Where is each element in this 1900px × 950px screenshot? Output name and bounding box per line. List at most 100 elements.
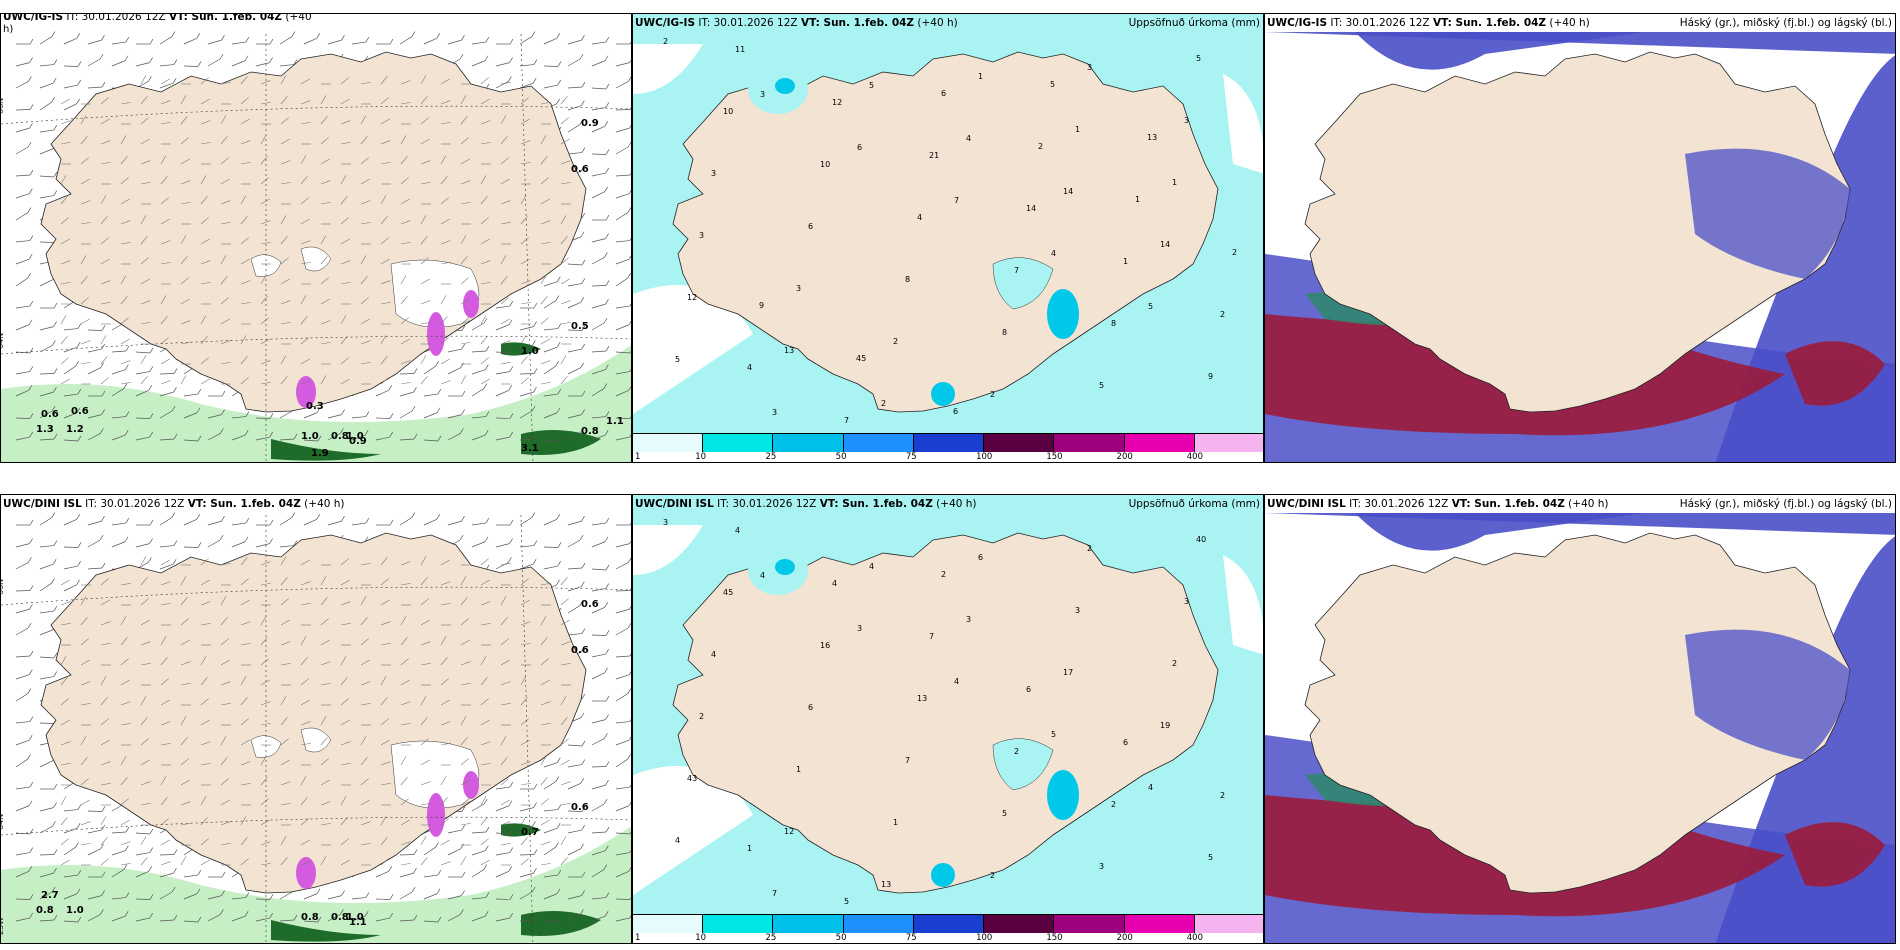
- precip-value-label: 2: [699, 712, 704, 721]
- wind-barb: [543, 300, 557, 309]
- panel-title: UWC/IG-IS IT: 30.01.2026 12Z VT: Sun. 1.…: [1, 14, 631, 26]
- wind-barb: [591, 87, 606, 90]
- wind-barb-land: [540, 777, 548, 786]
- wind-barb-land: [200, 141, 211, 145]
- wind-barb-land: [380, 621, 391, 626]
- wind-barb-land: [540, 616, 547, 626]
- wind-barb-land: [480, 656, 487, 666]
- wind-barb: [543, 365, 556, 375]
- wind-barb-land: [480, 175, 487, 185]
- wind-barb-flag: [341, 515, 345, 522]
- wind-barb-flag: [196, 407, 201, 413]
- wind-barb-land: [200, 175, 207, 185]
- mid-cloud-land: [1685, 629, 1850, 760]
- wind-barb-land: [460, 597, 468, 606]
- wind-barb-land: [180, 277, 189, 285]
- wind-barb-flag: [581, 562, 586, 569]
- wind-barb-flag: [461, 325, 466, 331]
- wind-barb-land: [480, 859, 490, 866]
- wind-barb: [543, 346, 558, 353]
- wind-barb: [63, 874, 78, 878]
- precip-value-label: 3: [772, 408, 777, 417]
- wind-barb: [591, 522, 606, 526]
- wind-barb-land: [460, 116, 468, 125]
- wind-barb-flag: [340, 428, 344, 434]
- wind-barb-land: [360, 842, 371, 846]
- precip-value-label: 1.3: [36, 424, 54, 435]
- wind-barb-land: [100, 739, 110, 746]
- wind-barb-flag: [532, 821, 536, 827]
- wind-barb-flag: [77, 61, 82, 67]
- wind-barb-land: [240, 216, 248, 225]
- wind-barb-land: [380, 377, 389, 385]
- wind-barb-land: [100, 858, 109, 866]
- wind-barb: [591, 541, 606, 548]
- wind-barb: [111, 434, 126, 441]
- wind-barb: [591, 803, 605, 812]
- wind-barb-land: [200, 796, 207, 806]
- wind-barb-flag: [483, 798, 488, 805]
- wind-barb-land: [120, 862, 131, 866]
- wind-barb-flag: [173, 914, 178, 921]
- wind-barb-land: [140, 376, 148, 385]
- wind-barb-land: [540, 722, 551, 726]
- wind-barb-flag: [365, 411, 370, 417]
- wind-barb-land: [480, 579, 490, 586]
- wind-barb-land: [340, 656, 347, 666]
- wind-barb-land: [220, 340, 231, 345]
- precip-value-label: 14: [1026, 204, 1036, 213]
- wind-barb-flag: [29, 847, 34, 853]
- wind-barb-flag: [101, 515, 105, 522]
- wind-barb-land: [380, 237, 389, 245]
- wind-barb-flag: [149, 38, 154, 45]
- wind-barb: [495, 389, 509, 397]
- wind-barb-flag: [411, 886, 416, 893]
- precip-value-label: 9: [759, 301, 764, 310]
- wind-barb-land: [340, 817, 348, 826]
- wind-barb-flag: [629, 350, 631, 354]
- wind-barb-flag: [461, 806, 466, 812]
- lead-time: (+40 h): [917, 17, 958, 29]
- wind-barb-flag: [125, 892, 130, 898]
- wind-barb-land: [260, 777, 268, 786]
- wind-barb-land: [520, 356, 528, 365]
- wind-barb-land: [300, 581, 311, 586]
- wind-barb: [207, 914, 221, 922]
- lead-time: (+40 h): [1549, 17, 1590, 29]
- wind-barb: [87, 86, 102, 89]
- wind-barb-land: [420, 662, 431, 666]
- wind-barb-flag: [629, 107, 631, 110]
- wind-barb-flag: [461, 409, 465, 415]
- wind-barb-land: [280, 738, 289, 746]
- wind-barb-land: [220, 136, 228, 145]
- wind-barb-flag: [413, 849, 418, 855]
- wind-barb-flag: [99, 534, 104, 541]
- wind-barb-flag: [77, 79, 81, 86]
- wind-barb: [519, 563, 534, 570]
- precip-core: [501, 823, 541, 837]
- wind-barb-flag: [53, 321, 57, 327]
- wind-barb-flag: [411, 512, 416, 518]
- panel-bottom-middle: 3 4 3 4 5 4 4 7 4 3 17 19 43 12 13 6 3 2 2 1 1 2 2 3 4 6 7 5 3 40 45 16…: [632, 494, 1264, 944]
- wind-barb-land: [560, 836, 567, 846]
- wind-barb-flag: [557, 388, 562, 395]
- wind-barb: [591, 588, 606, 592]
- precip-value-label: 3: [966, 615, 971, 624]
- wind-barb-land: [440, 797, 448, 806]
- wind-barb-flag: [629, 238, 631, 241]
- wind-barb-flag: [531, 512, 536, 518]
- wind-barb: [135, 436, 150, 441]
- wind-barb: [39, 148, 54, 155]
- wind-barb-land: [500, 81, 511, 85]
- wind-barb-land: [500, 221, 511, 225]
- wind-barb-land: [340, 120, 351, 125]
- wind-barb: [591, 172, 606, 177]
- wind-barb-flag: [628, 76, 631, 82]
- wind-barb-flag: [580, 778, 585, 784]
- graticule: [520, 514, 534, 943]
- wind-barb-flag: [460, 362, 464, 369]
- wind-barb-flag: [293, 914, 298, 921]
- wind-barb-land: [60, 281, 71, 285]
- wind-barb-flag: [460, 909, 464, 915]
- wind-barb: [567, 895, 582, 900]
